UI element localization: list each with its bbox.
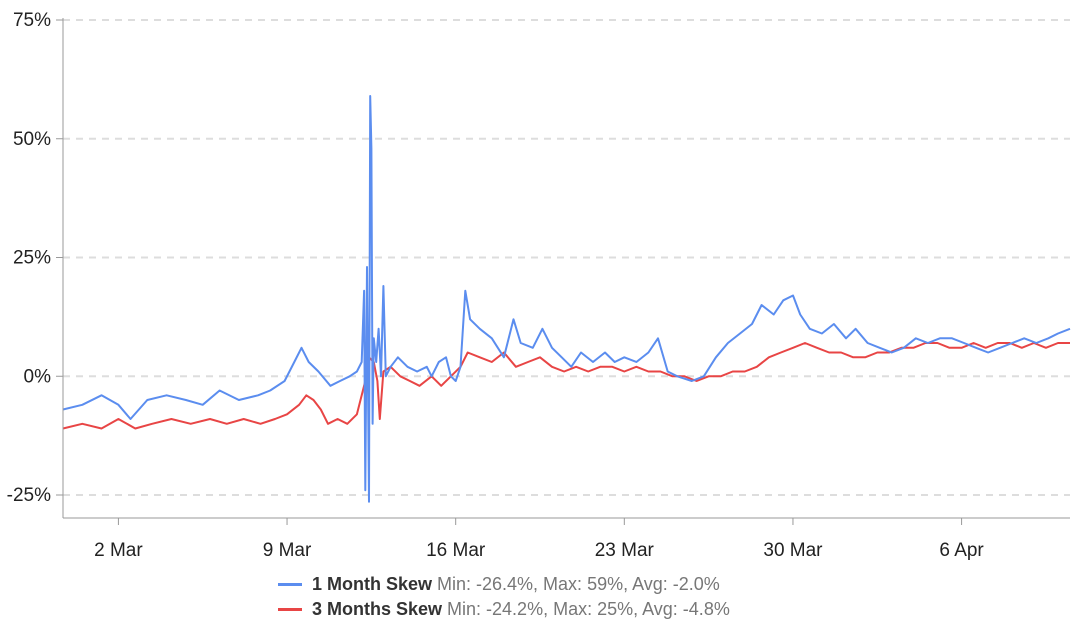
legend-series-name: 1 Month Skew xyxy=(312,574,433,594)
series-lines xyxy=(62,95,1071,503)
y-axis-ticks: 75% 50% 25% 0% -25% xyxy=(7,10,63,506)
legend-item-1-month[interactable]: 1 Month Skew Min: -26.4%, Max: 59%, Avg:… xyxy=(278,572,730,597)
series-line-3-months-skew[interactable] xyxy=(62,342,1070,430)
legend-item-3-months[interactable]: 3 Months Skew Min: -24.2%, Max: 25%, Avg… xyxy=(278,597,730,622)
x-tick-label: 23 Mar xyxy=(595,540,655,561)
y-tick-label: 75% xyxy=(13,10,51,31)
x-tick-label: 2 Mar xyxy=(94,540,143,561)
gridlines xyxy=(63,19,1070,496)
x-tick-label: 30 Mar xyxy=(763,540,823,561)
y-tick-label: 25% xyxy=(13,248,51,269)
legend-swatch-1-month xyxy=(278,583,302,586)
legend-series-stats: Min: -24.2%, Max: 25%, Avg: -4.8% xyxy=(447,599,730,619)
legend-series-name: 3 Months Skew xyxy=(312,599,443,619)
chart-legend: 1 Month Skew Min: -26.4%, Max: 59%, Avg:… xyxy=(278,572,730,622)
legend-swatch-3-months xyxy=(278,608,302,611)
legend-series-stats: Min: -26.4%, Max: 59%, Avg: -2.0% xyxy=(437,574,720,594)
series-line-1-month-skew[interactable] xyxy=(62,95,1071,503)
x-tick-label: 16 Mar xyxy=(426,540,486,561)
x-axis-ticks: 2 Mar 9 Mar 16 Mar 23 Mar 30 Mar 6 Apr xyxy=(94,518,984,561)
y-tick-label: 50% xyxy=(13,129,51,150)
x-tick-label: 6 Apr xyxy=(939,540,984,561)
y-tick-label: 0% xyxy=(24,366,52,387)
x-tick-label: 9 Mar xyxy=(263,540,312,561)
y-tick-label: -25% xyxy=(7,485,51,506)
